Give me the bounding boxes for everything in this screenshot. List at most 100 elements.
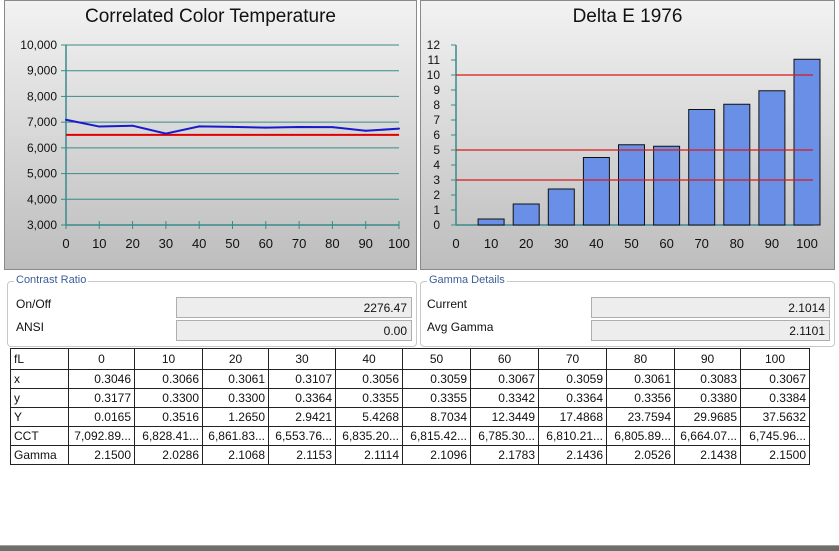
- table-cell: 0.3107: [268, 369, 336, 389]
- row-label-cell: x: [10, 369, 69, 389]
- x-tick-label: 80: [325, 236, 339, 251]
- x-tick-label: 20: [519, 236, 533, 251]
- table-cell: 2.1096: [402, 445, 471, 465]
- table-cell: 8.7034: [402, 407, 471, 427]
- table-cell: 0.3355: [402, 388, 471, 408]
- y-tick-label: 9,000: [27, 64, 57, 78]
- avg-gamma-label: Avg Gamma: [427, 320, 494, 334]
- table-cell: 6,553.76...: [268, 426, 336, 446]
- table-row[interactable]: Y 0.0165 0.3516 1.2650 2.9421 5.4268 8.7034 12.…: [10, 407, 810, 427]
- table-cell: 0.3059: [402, 369, 471, 389]
- row-label-cell: Y: [10, 407, 69, 427]
- measured-point: [98, 125, 101, 128]
- measured-point: [198, 125, 201, 128]
- table-cell: 2.0526: [606, 445, 675, 465]
- y-tick-label: 8: [433, 98, 440, 112]
- delta-e-chart-panel: Delta E 1976 0 1 2 3 4 5 6 7 8 9 10 11 12 0 10 20 30 40 50…: [420, 0, 835, 270]
- delta-e-bar: [618, 144, 645, 226]
- table-cell: 0.3046: [68, 369, 135, 389]
- x-tick-label: 60: [259, 236, 273, 251]
- y-tick-label: 5: [433, 143, 440, 157]
- ansi-label: ANSI: [16, 320, 45, 334]
- x-tick-label: 100: [796, 236, 818, 251]
- table-cell: 0.3066: [134, 369, 203, 389]
- table-cell: 6,815.42...: [402, 426, 471, 446]
- measured-point: [331, 126, 334, 129]
- header-cell: 10: [134, 348, 203, 370]
- table-cell: 0.0165: [68, 407, 135, 427]
- table-cell: 0.3364: [538, 388, 607, 408]
- x-tick-label: 10: [484, 236, 498, 251]
- table-cell: 12.3449: [470, 407, 539, 427]
- table-cell: 23.7594: [606, 407, 675, 427]
- current-gamma-label: Current: [427, 297, 468, 311]
- avg-gamma-field[interactable]: 2.1101: [591, 320, 830, 341]
- table-row[interactable]: x 0.3046 0.3066 0.3061 0.3107 0.3056 0.3059 0.3…: [10, 369, 810, 389]
- ansi-value-field[interactable]: 0.00: [176, 320, 412, 341]
- table-cell: 2.9421: [268, 407, 336, 427]
- table-row[interactable]: Gamma 2.1500 2.0286 2.1068 2.1153 2.1114 2.109…: [10, 445, 810, 465]
- y-tick-label: 9: [433, 83, 440, 97]
- header-cell: 100: [740, 348, 810, 370]
- delta-e-bar: [793, 58, 821, 226]
- y-tick-label: 8,000: [27, 89, 57, 103]
- table-cell: 2.1153: [268, 445, 336, 465]
- y-tick-label: 4,000: [27, 192, 57, 206]
- header-cell: 40: [335, 348, 403, 370]
- x-tick-label: 70: [292, 236, 306, 251]
- y-tick-label: 11: [428, 53, 441, 67]
- measured-point: [65, 118, 67, 121]
- header-cell: 50: [402, 348, 471, 370]
- x-tick-label: 50: [624, 236, 638, 251]
- y-tick-label: 10,000: [20, 38, 57, 52]
- header-cell: 80: [606, 348, 675, 370]
- x-tick-label: 70: [694, 236, 708, 251]
- y-tick-label: 6: [433, 128, 440, 142]
- table-cell: 6,664.07...: [674, 426, 741, 446]
- table-cell: 0.3355: [335, 388, 403, 408]
- table-cell: 0.3384: [740, 388, 810, 408]
- table-cell: 2.0286: [134, 445, 203, 465]
- y-tick-label: 2: [433, 188, 440, 202]
- delta-e-chart-title: Delta E 1976: [572, 6, 683, 27]
- table-row[interactable]: y 0.3177 0.3300 0.3300 0.3364 0.3355 0.3355 0.3…: [10, 388, 810, 408]
- y-tick-label: 1: [433, 203, 440, 217]
- table-cell: 2.1783: [470, 445, 539, 465]
- header-cell: 90: [674, 348, 741, 370]
- delta-e-bar: [758, 90, 786, 226]
- row-label-cell: Gamma: [10, 445, 69, 465]
- table-cell: 0.3061: [606, 369, 675, 389]
- y-tick-label: 12: [427, 38, 441, 52]
- y-tick-label: 10: [427, 68, 441, 82]
- table-cell: 0.3067: [470, 369, 539, 389]
- header-cell: 60: [470, 348, 539, 370]
- delta-e-bar: [477, 218, 505, 226]
- gamma-details-group: Gamma Details Current 2.1014 Avg Gamma 2…: [420, 274, 835, 347]
- table-cell: 0.3177: [68, 388, 135, 408]
- table-cell: 0.3516: [134, 407, 203, 427]
- cct-chart-panel: Correlated Color Temperature 3,000 4,000 5…: [4, 0, 417, 270]
- x-tick-label: 30: [554, 236, 568, 251]
- current-gamma-field[interactable]: 2.1014: [591, 297, 830, 318]
- table-header-row: fL 0 10 20 30 40 50 60 70 80 90 100: [10, 348, 810, 370]
- table-cell: 2.1438: [674, 445, 741, 465]
- table-cell: 5.4268: [335, 407, 403, 427]
- x-tick-label: 100: [388, 236, 410, 251]
- onoff-value-field[interactable]: 2276.47: [176, 297, 412, 318]
- x-tick-label: 30: [159, 236, 173, 251]
- onoff-label: On/Off: [16, 297, 52, 311]
- table-row[interactable]: CCT 7,092.89... 6,828.41... 6,861.83... 6,55…: [10, 426, 810, 446]
- table-cell: 0.3342: [470, 388, 539, 408]
- delta-e-bar: [653, 145, 681, 226]
- contrast-ratio-group: Contrast Ratio On/Off 2276.47 ANSI 0.00: [7, 274, 417, 347]
- table-cell: 37.5632: [740, 407, 810, 427]
- footer-bar: [0, 545, 839, 551]
- row-label-cell: CCT: [10, 426, 69, 446]
- table-cell: 2.1068: [202, 445, 269, 465]
- x-tick-label: 60: [659, 236, 673, 251]
- table-cell: 7,092.89...: [68, 426, 135, 446]
- table-cell: 0.3356: [606, 388, 675, 408]
- x-tick-label: 0: [452, 236, 459, 251]
- header-cell: 30: [268, 348, 336, 370]
